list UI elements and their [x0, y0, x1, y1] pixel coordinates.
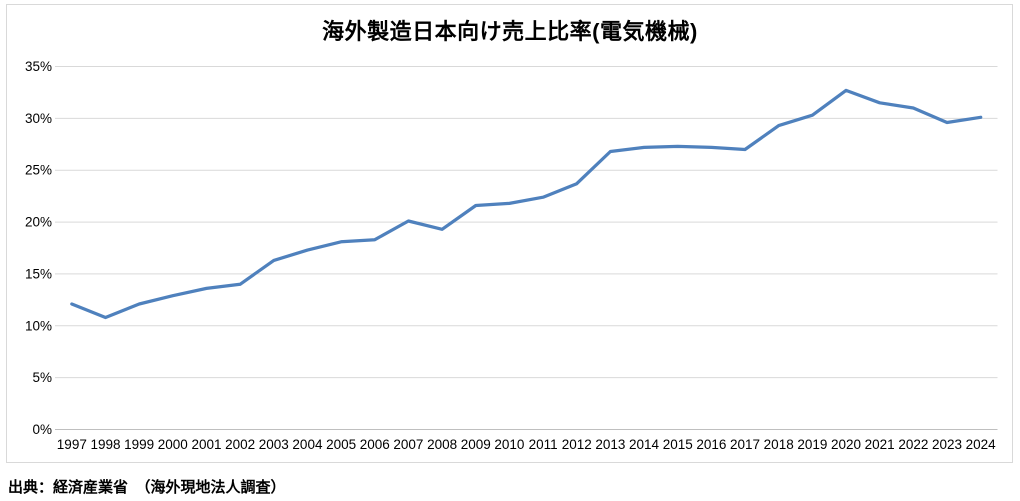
x-axis-label: 1997	[57, 437, 87, 452]
x-axis-label: 2009	[461, 437, 491, 452]
x-axis-label: 2017	[730, 437, 760, 452]
x-axis-label: 2008	[427, 437, 457, 452]
x-axis-label: 2013	[595, 437, 625, 452]
x-axis-label: 2000	[158, 437, 188, 452]
x-axis-label: 2010	[494, 437, 524, 452]
x-axis-tick-labels: 1997 1998 1999 2000 2001 2002 2003 2004 2005 2006…	[57, 437, 996, 452]
x-axis-label: 2004	[292, 437, 323, 452]
y-axis-label: 35%	[25, 59, 52, 74]
source-note: 出典：経済産業省 （海外現地法人調査）	[8, 479, 286, 496]
x-axis-label: 2020	[831, 437, 861, 452]
y-axis-label: 10%	[25, 318, 52, 333]
x-axis-label: 1998	[90, 437, 120, 452]
y-axis-label: 0%	[32, 422, 52, 437]
x-axis-label: 2003	[259, 437, 289, 452]
x-axis-label: 2012	[562, 437, 592, 452]
y-axis-tick-labels: 0% 5% 10% 15% 20% 25% 30% 35%	[25, 59, 52, 437]
x-axis-label: 2016	[696, 437, 726, 452]
y-axis-label: 25%	[25, 163, 52, 178]
chart-title: 海外製造日本向け売上比率(電気機械)	[322, 19, 698, 44]
x-axis-label: 2001	[191, 437, 221, 452]
x-axis-label: 1999	[124, 437, 154, 452]
y-axis-label: 5%	[32, 370, 52, 385]
y-axis-label: 30%	[25, 111, 52, 126]
x-axis-label: 2014	[629, 437, 660, 452]
x-axis-label: 2005	[326, 437, 356, 452]
x-axis-label: 2019	[797, 437, 827, 452]
gridlines	[55, 66, 998, 430]
x-axis-label: 2023	[932, 437, 962, 452]
x-axis-label: 2002	[225, 437, 255, 452]
x-axis-label: 2007	[393, 437, 423, 452]
x-axis-label: 2021	[865, 437, 895, 452]
series-line	[70, 88, 983, 320]
chart-frame	[6, 4, 1013, 463]
y-axis-label: 15%	[25, 266, 52, 281]
x-axis-label: 2024	[966, 437, 997, 452]
y-axis-label: 20%	[25, 215, 52, 230]
x-axis-label: 2018	[764, 437, 794, 452]
x-axis-label: 2015	[663, 437, 693, 452]
x-axis-label: 2022	[898, 437, 928, 452]
x-axis-label: 2011	[529, 437, 558, 452]
x-axis-label: 2006	[360, 437, 390, 452]
